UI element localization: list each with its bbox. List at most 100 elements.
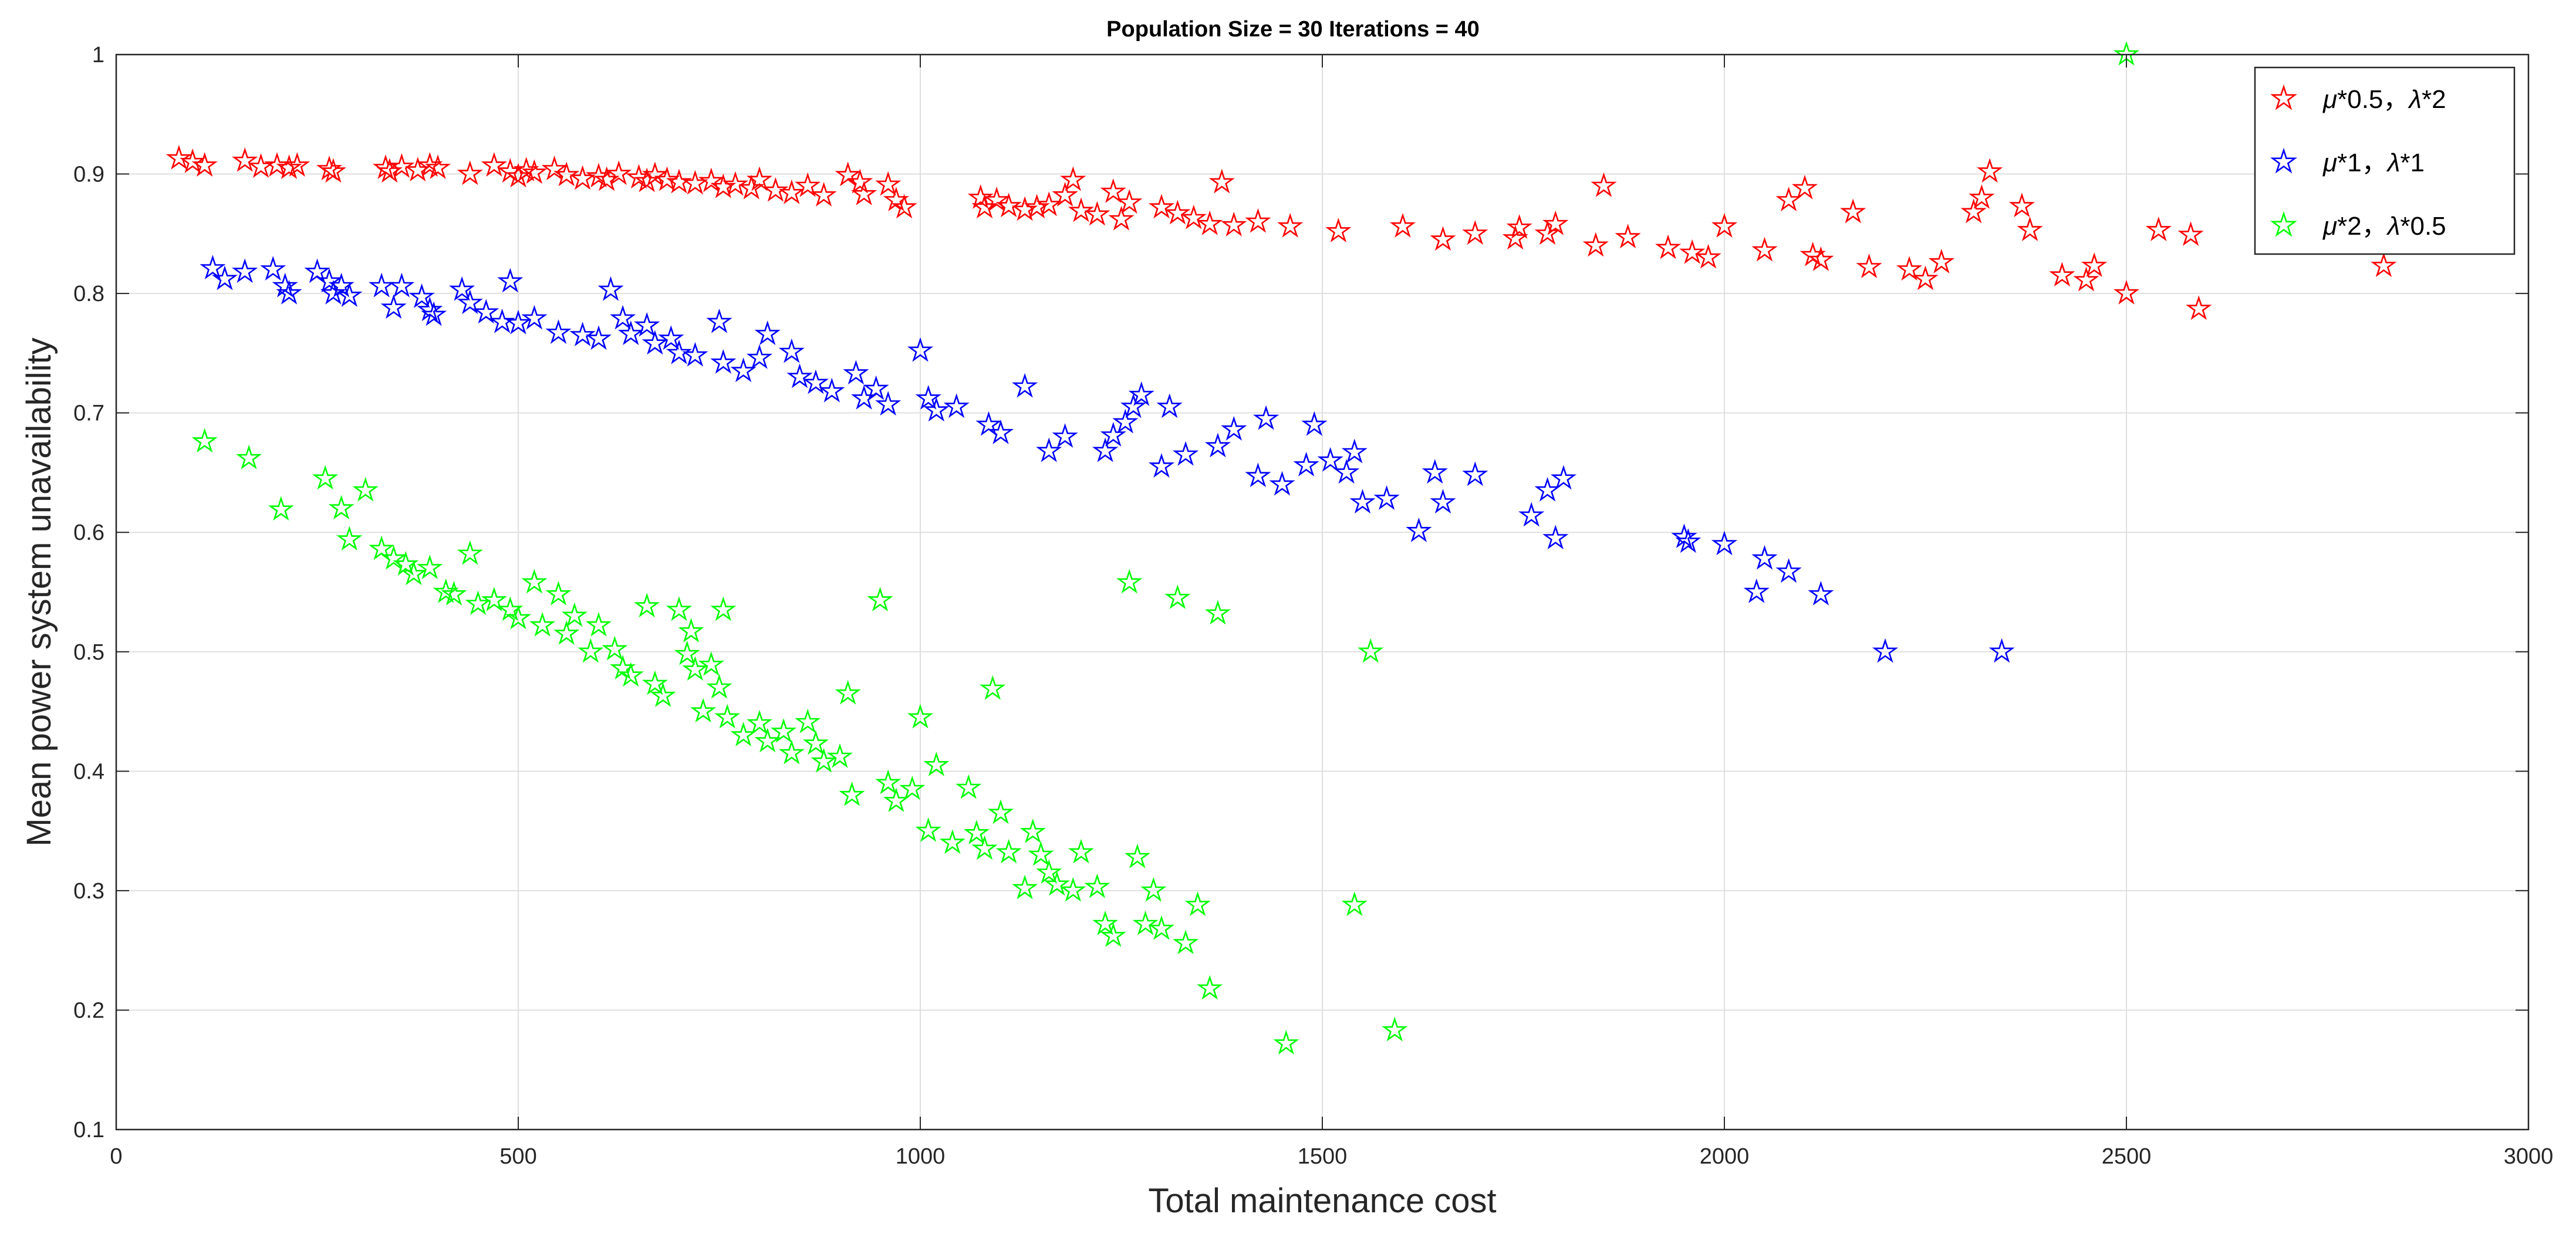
data-point (678, 617, 704, 643)
data-point (634, 593, 660, 618)
data-point (956, 774, 982, 799)
data-point (521, 305, 548, 330)
data-point (690, 698, 717, 723)
data-point (1896, 256, 1923, 281)
data-point (1711, 212, 1738, 238)
data-point (2371, 252, 2397, 278)
y-tick-label: 0.8 (73, 282, 104, 306)
legend-label-part: μ (2322, 212, 2337, 241)
data-point (1711, 530, 1738, 556)
data-point (1221, 211, 1247, 236)
data-point (1373, 485, 1400, 510)
data-point (417, 555, 443, 580)
legend-label: μ*2，λ*0.5 (2322, 212, 2446, 241)
data-point (1273, 1030, 1299, 1055)
data-point (2186, 295, 2212, 320)
data-point (746, 709, 773, 735)
x-tick-labels: 0 500 1000 1500 2000 2500 3000 (110, 1144, 2553, 1169)
data-point (666, 339, 693, 364)
data-point (1506, 214, 1532, 239)
data-point (811, 182, 837, 207)
data-point (408, 283, 435, 309)
data-point (666, 168, 693, 194)
data-point (1156, 393, 1183, 418)
data-point (710, 349, 737, 374)
data-point (786, 363, 813, 388)
data-point (802, 730, 829, 755)
data-point (1044, 871, 1070, 896)
data-point (1011, 196, 1038, 221)
data-point (706, 674, 732, 699)
data-point (505, 309, 532, 334)
data-point (1173, 441, 1199, 466)
data-point (417, 296, 443, 322)
data-point (1534, 220, 1561, 245)
data-point (368, 272, 395, 297)
data-point (923, 752, 950, 776)
data-point (1406, 518, 1432, 543)
data-point (1269, 471, 1295, 496)
data-point (336, 282, 363, 307)
data-point (722, 171, 749, 196)
data-point (1671, 523, 1697, 549)
data-point (1140, 877, 1167, 902)
y-tick-label: 0.1 (73, 1118, 104, 1142)
data-point (1052, 182, 1078, 207)
data-point (1148, 915, 1175, 940)
data-point (1120, 393, 1147, 418)
y-tick-label: 0.5 (73, 640, 104, 665)
data-point (819, 377, 845, 403)
data-point (421, 301, 447, 326)
data-point (1791, 174, 1818, 200)
data-point (1679, 239, 1706, 264)
data-point (232, 147, 258, 172)
data-point (389, 272, 415, 297)
x-tick-label: 500 (499, 1144, 536, 1169)
data-point (778, 179, 805, 204)
data-point (1856, 253, 1882, 279)
legend-label-part: λ (2386, 212, 2401, 241)
data-point (1036, 191, 1062, 217)
data-point (1132, 910, 1159, 935)
data-point (1164, 200, 1191, 225)
data-point (650, 682, 676, 707)
data-point (448, 276, 475, 301)
data-point (754, 728, 781, 753)
data-point (1969, 184, 1995, 209)
data-point (489, 308, 515, 333)
data-point (778, 739, 805, 765)
y-tick-label: 0.9 (73, 163, 104, 187)
data-point (875, 171, 902, 196)
data-point (730, 357, 757, 383)
data-point (706, 308, 732, 333)
data-point (320, 158, 347, 183)
data-point (746, 344, 773, 369)
data-point (1197, 210, 1223, 235)
data-point (1060, 877, 1086, 902)
data-point (1112, 408, 1139, 434)
data-point (1019, 818, 1046, 843)
data-point (770, 718, 797, 743)
data-point (1976, 158, 2003, 183)
x-axis-label: Total maintenance cost (1148, 1182, 1496, 1220)
data-point (1108, 205, 1135, 231)
legend-label-part: μ (2322, 85, 2337, 114)
data-point (1100, 922, 1126, 948)
data-point (1036, 859, 1062, 884)
data-point (1092, 910, 1119, 935)
data-point (666, 596, 693, 621)
data-point (863, 375, 889, 400)
data-point (602, 635, 628, 661)
data-point (1422, 459, 1448, 484)
data-point (1116, 189, 1143, 214)
legend-label-part: λ (2408, 85, 2422, 114)
data-point (597, 276, 624, 301)
data-point (963, 820, 990, 845)
data-point (1382, 1016, 1408, 1042)
data-point (481, 587, 508, 612)
legend-marker (2270, 147, 2297, 174)
y-tick-label: 0.4 (73, 759, 104, 784)
data-point (1912, 265, 1939, 290)
data-point (1582, 232, 1609, 257)
